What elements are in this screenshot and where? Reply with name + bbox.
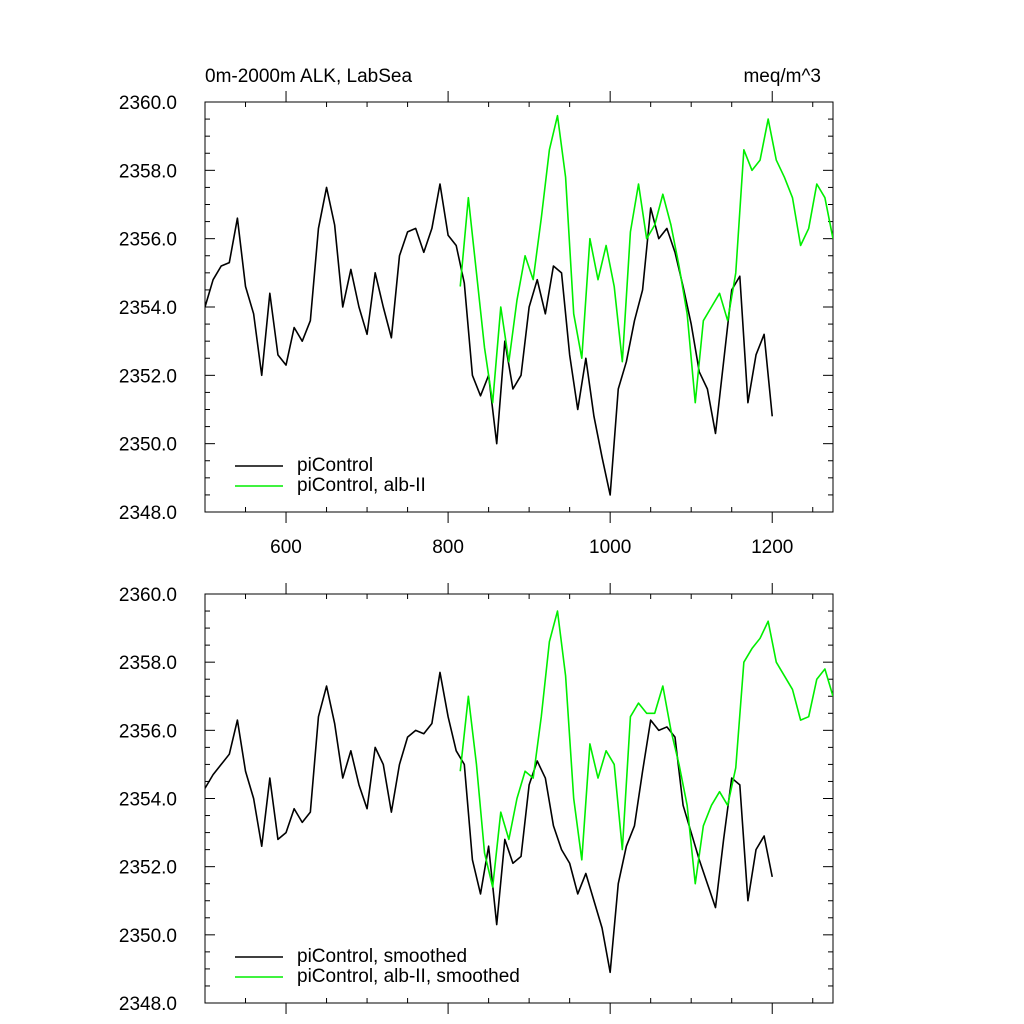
y-tick-label: 2358.0 <box>119 653 177 674</box>
units-label: meq/m^3 <box>743 66 821 87</box>
legend-label: piControl, alb-II <box>297 475 426 496</box>
y-tick-label: 2358.0 <box>119 161 177 182</box>
chart-title: 0m-2000m ALK, LabSea <box>205 66 412 87</box>
y-tick-label: 2360.0 <box>119 585 177 606</box>
y-tick-label: 2348.0 <box>119 994 177 1015</box>
plot-frame <box>204 593 834 1004</box>
y-tick-label: 2354.0 <box>119 298 177 319</box>
y-tick-label: 2360.0 <box>119 93 177 114</box>
y-tick-label: 2356.0 <box>119 721 177 742</box>
y-tick-label: 2352.0 <box>119 858 177 879</box>
bottom-panel: 2348.0 2350.0 2352.0 2354.0 2356.0 2358.0 2360… <box>119 583 834 1015</box>
legend-label: piControl, alb-II, smoothed <box>297 966 520 987</box>
y-tick-label: 2348.0 <box>119 503 177 524</box>
y-tick-label: 2350.0 <box>119 435 177 456</box>
x-tick-label: 800 <box>432 537 464 558</box>
legend-label: piControl <box>297 455 373 476</box>
series-line-picontrol-alb-ii <box>459 610 833 888</box>
series-line-picontrol <box>205 183 774 496</box>
legend-label: piControl, smoothed <box>297 946 467 967</box>
y-tick-label: 2356.0 <box>119 230 177 251</box>
y-tick-label: 2350.0 <box>119 926 177 947</box>
top-panel: 600 800 1000 1200 2348.0 2350.0 2352.0 2354.0 23… <box>119 66 834 558</box>
plot-frame <box>204 101 834 513</box>
x-tick-label: 1200 <box>751 537 793 558</box>
x-tick-label: 1000 <box>589 537 631 558</box>
x-tick-label: 600 <box>270 537 302 558</box>
y-tick-label: 2354.0 <box>119 790 177 811</box>
y-tick-label: 2352.0 <box>119 366 177 387</box>
series-line-picontrol <box>205 671 774 974</box>
series-line-picontrol-alb-ii <box>459 114 833 404</box>
